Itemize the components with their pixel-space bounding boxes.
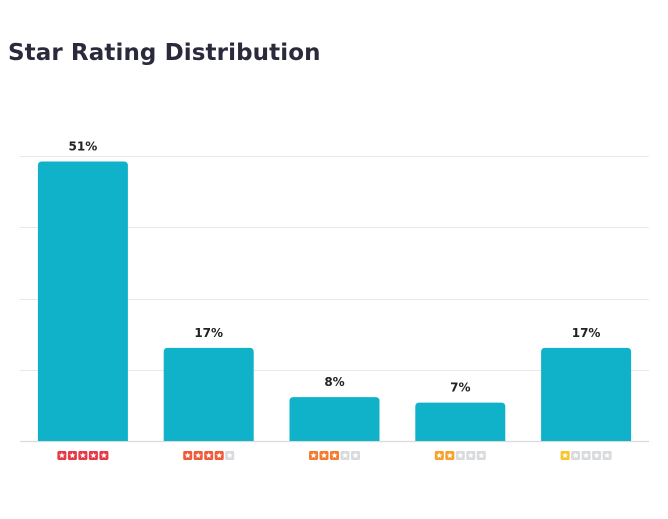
star-glyph-icon	[90, 452, 97, 459]
bar-3	[289, 397, 380, 441]
star-glyph-icon	[331, 452, 338, 459]
star-glyph-icon	[572, 452, 579, 459]
star-glyph-icon	[216, 452, 223, 459]
star-glyph-icon	[593, 452, 600, 459]
bar-1	[37, 161, 128, 441]
star-glyph-icon	[69, 452, 76, 459]
star-glyph-icon	[58, 452, 66, 459]
star-glyph-icon	[446, 452, 453, 459]
star-glyph-icon	[436, 452, 443, 459]
star-glyph-icon	[603, 452, 611, 459]
star-glyph-icon	[184, 452, 191, 459]
star-glyph-icon	[582, 452, 590, 459]
star-rating-1	[560, 451, 612, 460]
data-label: 17%	[194, 326, 223, 340]
star-glyph-icon	[100, 452, 108, 459]
data-label: 8%	[324, 375, 344, 389]
star-glyph-icon	[205, 452, 212, 459]
bar-2	[163, 347, 254, 441]
star-glyph-icon	[226, 452, 233, 459]
star-glyph-icon	[79, 452, 87, 459]
data-label: 51%	[69, 139, 98, 153]
star-glyph-icon	[352, 452, 359, 459]
star-rating-2	[434, 451, 486, 460]
data-label: 7%	[450, 381, 470, 395]
bar-5	[541, 347, 632, 441]
star-rating-4	[183, 451, 235, 460]
star-glyph-icon	[320, 452, 328, 459]
bar-4	[415, 402, 506, 441]
star-glyph-icon	[457, 452, 464, 459]
star-rating-5	[57, 451, 109, 460]
star-rating-3	[309, 451, 360, 460]
data-label: 17%	[572, 326, 601, 340]
star-glyph-icon	[341, 452, 349, 459]
star-glyph-icon	[561, 452, 569, 459]
star-glyph-icon	[478, 452, 485, 459]
star-glyph-icon	[195, 452, 202, 459]
star-glyph-icon	[467, 452, 474, 459]
star-glyph-icon	[310, 452, 317, 459]
chart-title: Star Rating Distribution	[8, 40, 321, 66]
